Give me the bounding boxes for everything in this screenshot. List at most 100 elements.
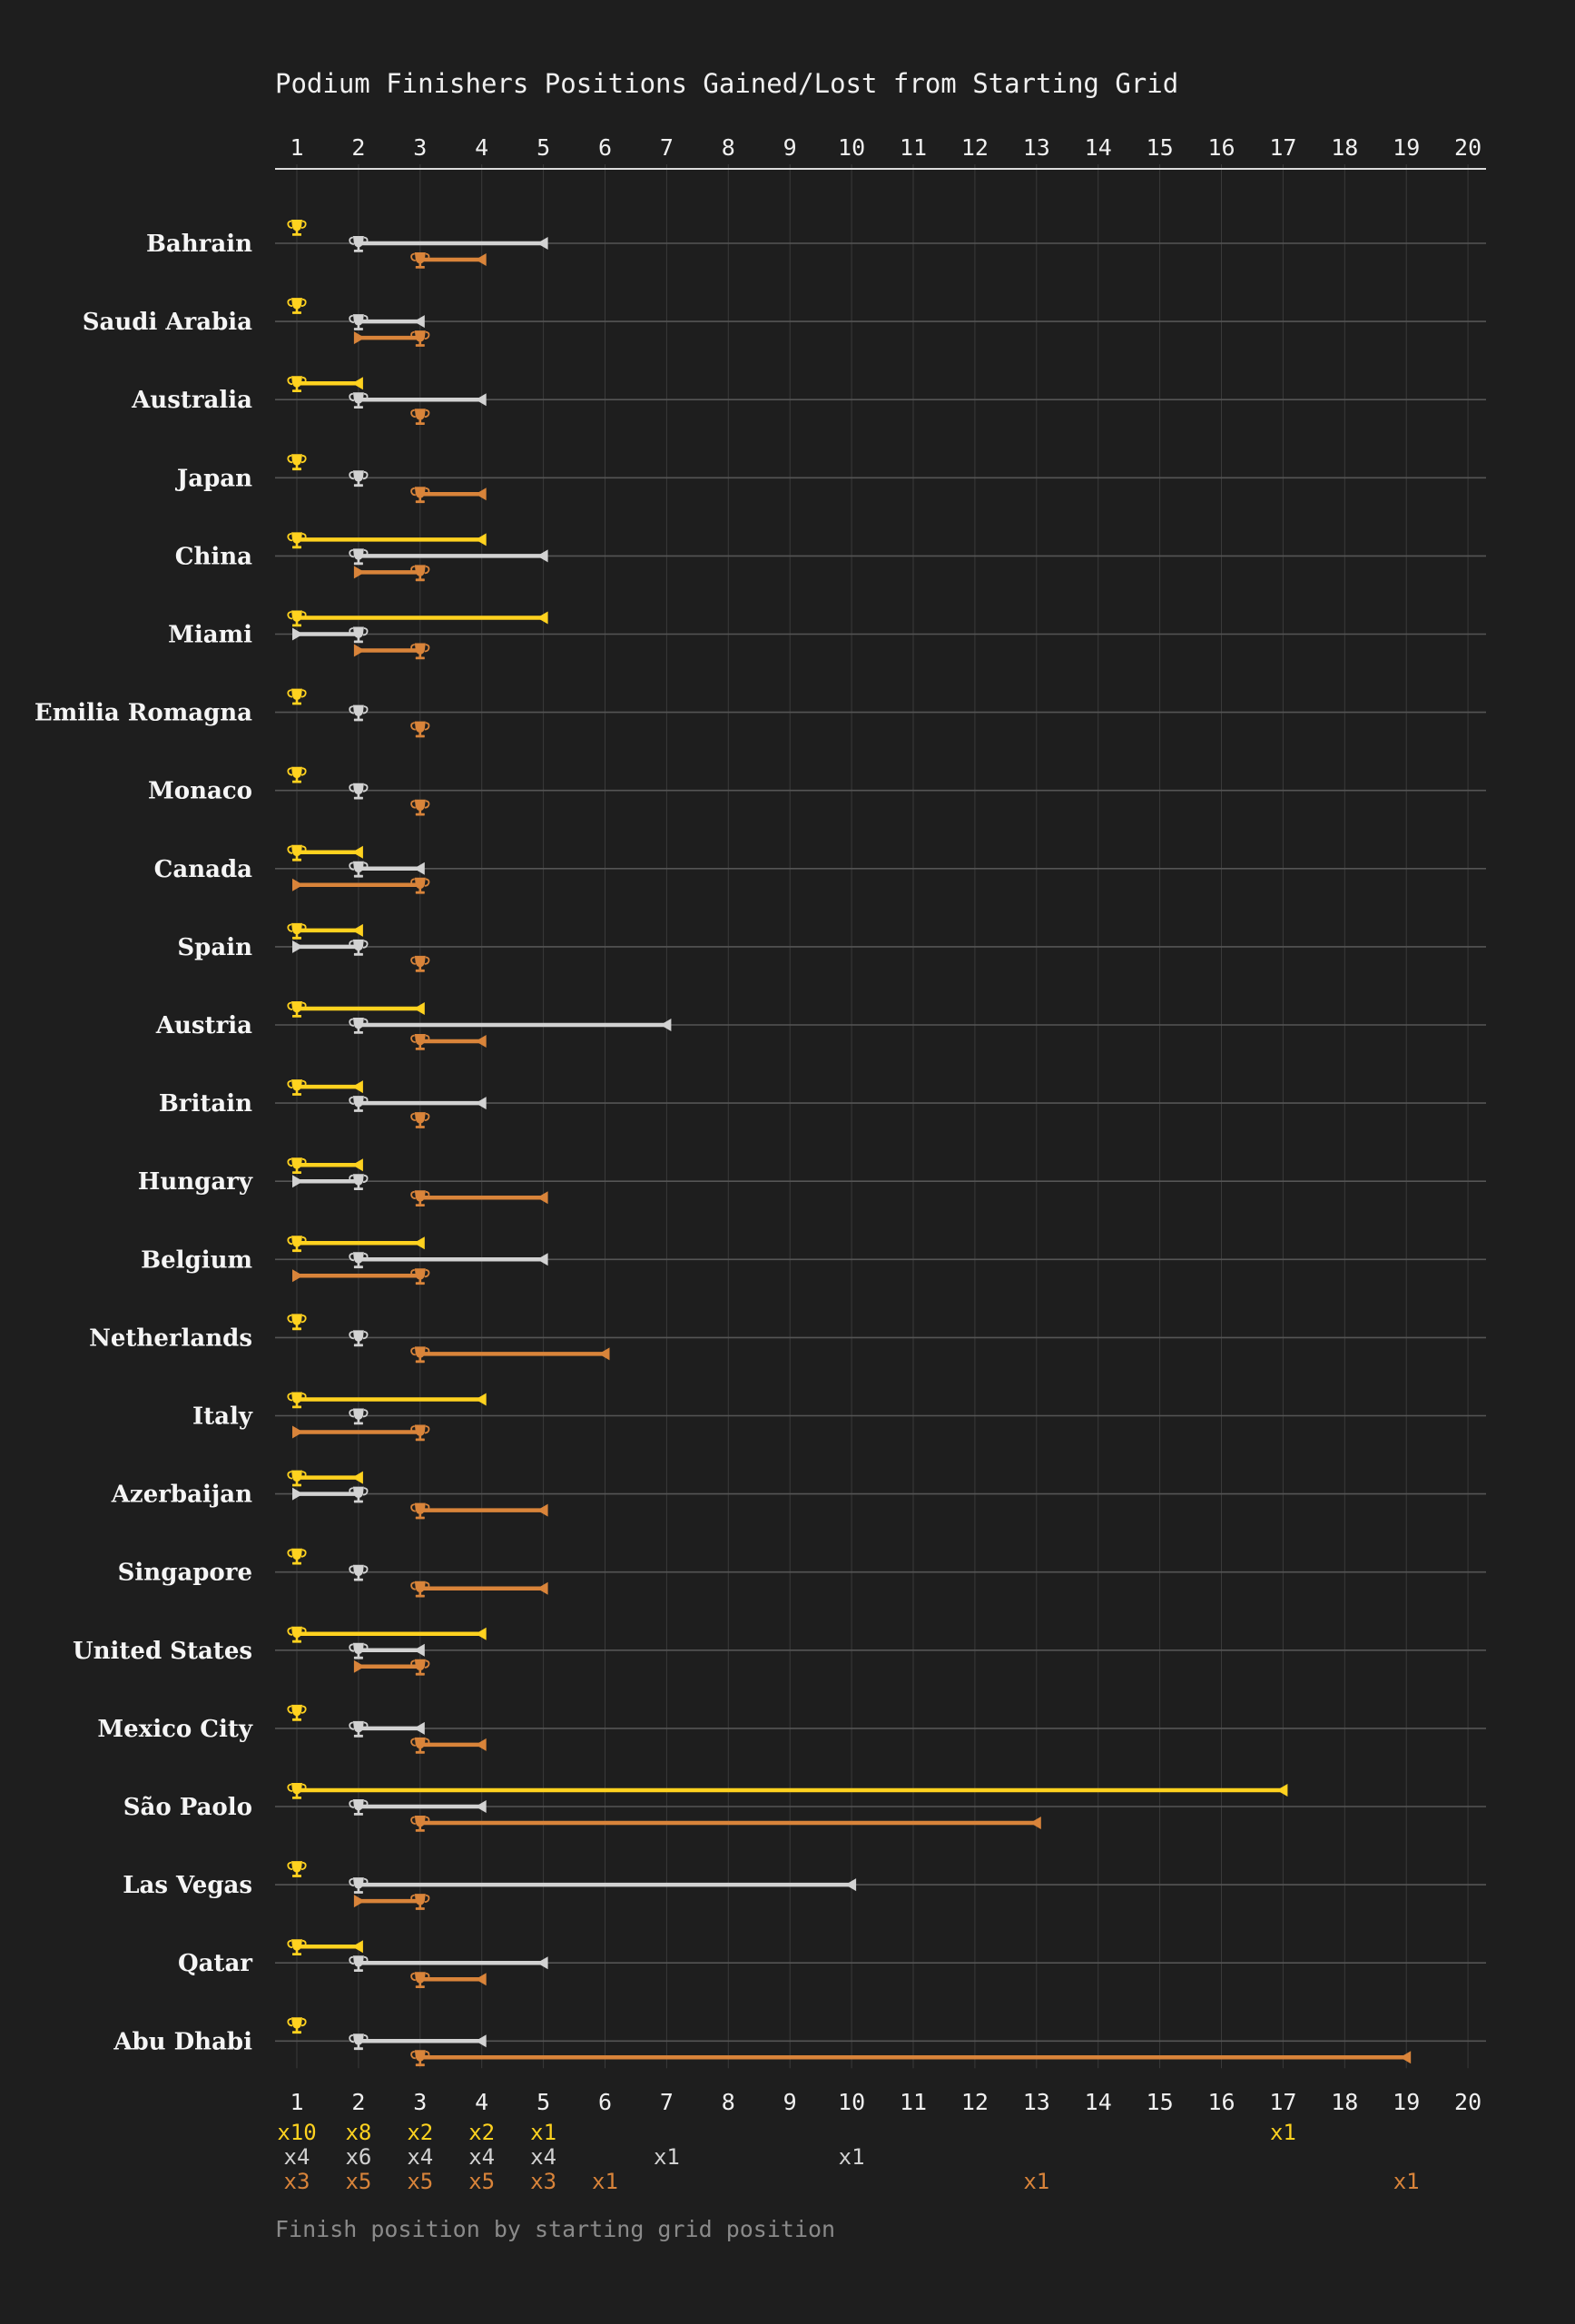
second-place-grid-marker <box>413 1721 425 1735</box>
race-label: Miami <box>168 622 252 649</box>
first-count-grid-1: x10 <box>277 2120 316 2145</box>
third-place-grid-marker <box>292 1425 303 1439</box>
top-tick-label-10: 10 <box>838 134 865 161</box>
first-place-grid-marker <box>351 377 363 390</box>
top-tick-label-11: 11 <box>900 134 927 161</box>
third-place-grid-marker <box>292 1269 303 1283</box>
second-place-grid-marker <box>475 1097 487 1110</box>
race-label: Las Vegas <box>123 1872 252 1899</box>
chart-title: Podium Finishers Positions Gained/Lost f… <box>275 68 1178 99</box>
third-place-trophy-icon <box>410 1268 430 1285</box>
race-label: Monaco <box>148 778 252 805</box>
race-row-las-vegas: Las Vegas <box>123 1861 1486 1910</box>
second-place-grid-marker <box>475 393 487 407</box>
first-place-trophy-icon <box>287 1314 307 1331</box>
first-place-grid-marker <box>475 1393 487 1406</box>
second-place-trophy-icon <box>349 1408 369 1425</box>
race-label: Abu Dhabi <box>113 2028 252 2055</box>
second-place-trophy-icon <box>349 1486 369 1503</box>
second-place-grid-marker <box>536 1253 548 1266</box>
race-row-australia: Australia <box>131 376 1486 425</box>
third-place-trophy-icon <box>410 1972 430 1988</box>
race-label: Japan <box>175 465 252 492</box>
second-place-trophy-icon <box>349 548 369 566</box>
third-place-grid-marker <box>292 878 303 891</box>
x-axis: 1122334455667788991010111112121313141415… <box>275 134 1486 2115</box>
second-place-trophy-icon <box>349 314 369 330</box>
third-place-grid-marker <box>536 1191 548 1205</box>
bottom-tick-label-14: 14 <box>1085 2089 1112 2115</box>
second-place-trophy-icon <box>349 470 369 487</box>
first-place-grid-marker <box>351 1471 363 1484</box>
third-place-grid-marker <box>475 1738 487 1751</box>
race-label: Singapore <box>118 1560 252 1587</box>
race-label: Qatar <box>178 1950 252 1977</box>
race-row-monaco: Monaco <box>148 766 1486 816</box>
third-place-trophy-icon <box>410 1737 430 1754</box>
third-place-grid-marker <box>475 487 487 501</box>
first-place-trophy-icon <box>287 610 307 627</box>
chart-caption: Finish position by starting grid positio… <box>275 2216 835 2242</box>
bottom-tick-label-9: 9 <box>783 2089 797 2115</box>
third-place-trophy-icon <box>410 409 430 425</box>
third-place-trophy-icon <box>410 1190 430 1206</box>
third-place-trophy-icon <box>410 721 430 738</box>
first-place-trophy-icon <box>287 1157 307 1174</box>
second-place-trophy-icon <box>349 1877 369 1894</box>
second-place-grid-marker <box>660 1019 672 1031</box>
first-place-trophy-icon <box>287 1392 307 1409</box>
second-place-grid-marker <box>475 2034 487 2048</box>
bottom-tick-label-7: 7 <box>660 2089 674 2115</box>
race-label: Saudi Arabia <box>83 309 252 336</box>
third-place-grid-marker <box>353 644 365 657</box>
race-row-spain: Spain <box>177 922 1486 972</box>
third-place-trophy-icon <box>410 252 430 269</box>
third-count-grid-13: x1 <box>1023 2169 1049 2194</box>
first-place-trophy-icon <box>287 1470 307 1487</box>
second-place-grid-marker <box>292 627 303 641</box>
third-place-trophy-icon <box>410 643 430 660</box>
first-count-grid-2: x8 <box>345 2120 371 2145</box>
top-tick-label-9: 9 <box>783 134 797 161</box>
second-place-grid-marker <box>536 549 548 563</box>
race-label: Spain <box>177 934 252 961</box>
first-place-grid-marker <box>475 1627 487 1640</box>
bottom-tick-label-18: 18 <box>1331 2089 1358 2115</box>
race-row-mexico-city: Mexico City <box>97 1704 1486 1754</box>
race-label: Netherlands <box>89 1324 252 1352</box>
race-row-hungary: Hungary <box>138 1157 1486 1206</box>
first-count-grid-17: x1 <box>1270 2120 1296 2145</box>
top-tick-label-7: 7 <box>660 134 674 161</box>
first-count-grid-4: x2 <box>468 2120 495 2145</box>
race-label: Emilia Romagna <box>34 700 252 727</box>
race-label: Azerbaijan <box>111 1482 252 1509</box>
top-tick-label-16: 16 <box>1207 134 1235 161</box>
second-place-trophy-icon <box>349 1174 369 1190</box>
second-count-grid-2: x6 <box>345 2144 371 2170</box>
third-place-trophy-icon <box>410 1112 430 1128</box>
second-place-grid-marker <box>413 862 425 875</box>
third-place-trophy-icon <box>410 1894 430 1910</box>
first-place-trophy-icon <box>287 1001 307 1018</box>
race-row-japan: Japan <box>175 454 1486 504</box>
race-row-netherlands: Netherlands <box>89 1314 1486 1364</box>
third-place-trophy-icon <box>410 877 430 894</box>
third-place-trophy-icon <box>410 1581 430 1598</box>
race-row-qatar: Qatar <box>178 1939 1486 1988</box>
first-place-grid-marker <box>351 1158 363 1172</box>
second-place-trophy-icon <box>349 939 369 956</box>
first-place-trophy-icon <box>287 532 307 549</box>
first-place-grid-marker <box>351 923 363 937</box>
third-place-grid-marker <box>475 1035 487 1048</box>
third-place-grid-marker <box>1400 2051 1412 2064</box>
top-tick-label-13: 13 <box>1023 134 1050 161</box>
race-row-azerbaijan: Azerbaijan <box>111 1470 1486 1520</box>
first-place-grid-marker <box>351 1940 363 1954</box>
top-tick-label-17: 17 <box>1269 134 1296 161</box>
race-row-miami: Miami <box>168 610 1486 660</box>
third-count-grid-1: x3 <box>284 2169 310 2194</box>
second-place-trophy-icon <box>349 1720 369 1738</box>
first-place-trophy-icon <box>287 1079 307 1096</box>
race-label: Australia <box>131 387 252 414</box>
